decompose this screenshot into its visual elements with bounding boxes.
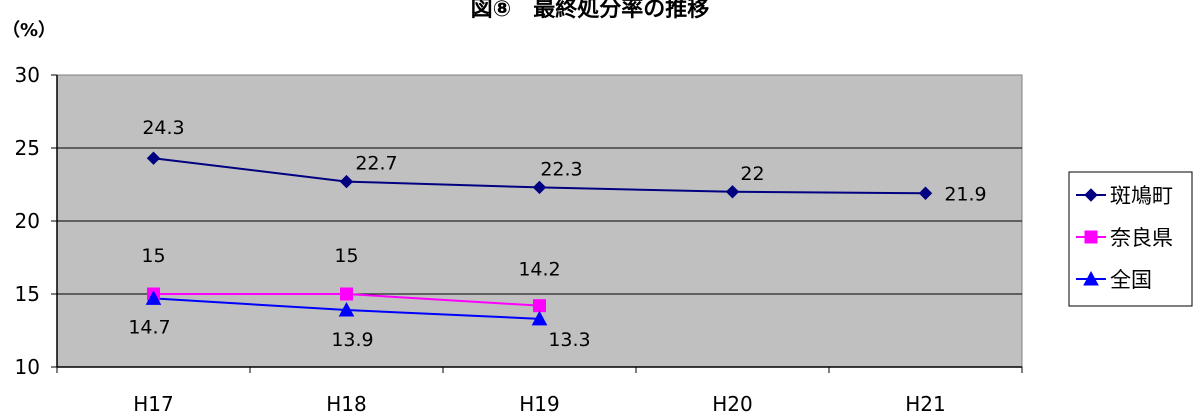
x-tick-label: H18 <box>326 392 367 416</box>
y-tick-label: 25 <box>15 136 40 160</box>
data-label: 22.3 <box>540 158 582 180</box>
data-label: 13.3 <box>548 329 590 351</box>
data-label: 21.9 <box>944 183 986 205</box>
x-tick-label: H20 <box>712 392 753 416</box>
y-tick-label: 20 <box>15 209 40 233</box>
y-tick-label: 15 <box>15 282 40 306</box>
legend-label: 全国 <box>1110 268 1152 292</box>
legend-marker <box>1085 231 1097 243</box>
data-label: 15 <box>141 245 165 267</box>
data-point-marker <box>341 288 353 300</box>
legend-label: 奈良県 <box>1110 226 1173 250</box>
x-axis-tick-labels: H17 H18 H19 H20 H21 <box>133 392 946 416</box>
data-label: 15 <box>334 245 358 267</box>
x-tick-label: H17 <box>133 392 174 416</box>
chart-title: 図⑧ 最終処分率の推移 <box>471 0 710 22</box>
y-tick-label: 30 <box>15 63 40 87</box>
data-label: 24.3 <box>142 117 184 139</box>
data-point-marker <box>534 300 546 312</box>
data-label: 14.2 <box>518 259 560 281</box>
data-label: 22 <box>740 163 764 185</box>
data-label: 14.7 <box>128 316 170 338</box>
x-tick-label: H21 <box>905 392 946 416</box>
y-tick-label: 10 <box>15 355 40 379</box>
data-label: 13.9 <box>331 329 373 351</box>
unit-label: （%） <box>2 20 56 41</box>
data-label: 22.7 <box>355 153 397 175</box>
x-tick-label: H19 <box>519 392 560 416</box>
y-axis-tick-labels: 10 15 20 25 30 <box>15 63 40 379</box>
legend-label: 斑鳩町 <box>1110 184 1173 208</box>
